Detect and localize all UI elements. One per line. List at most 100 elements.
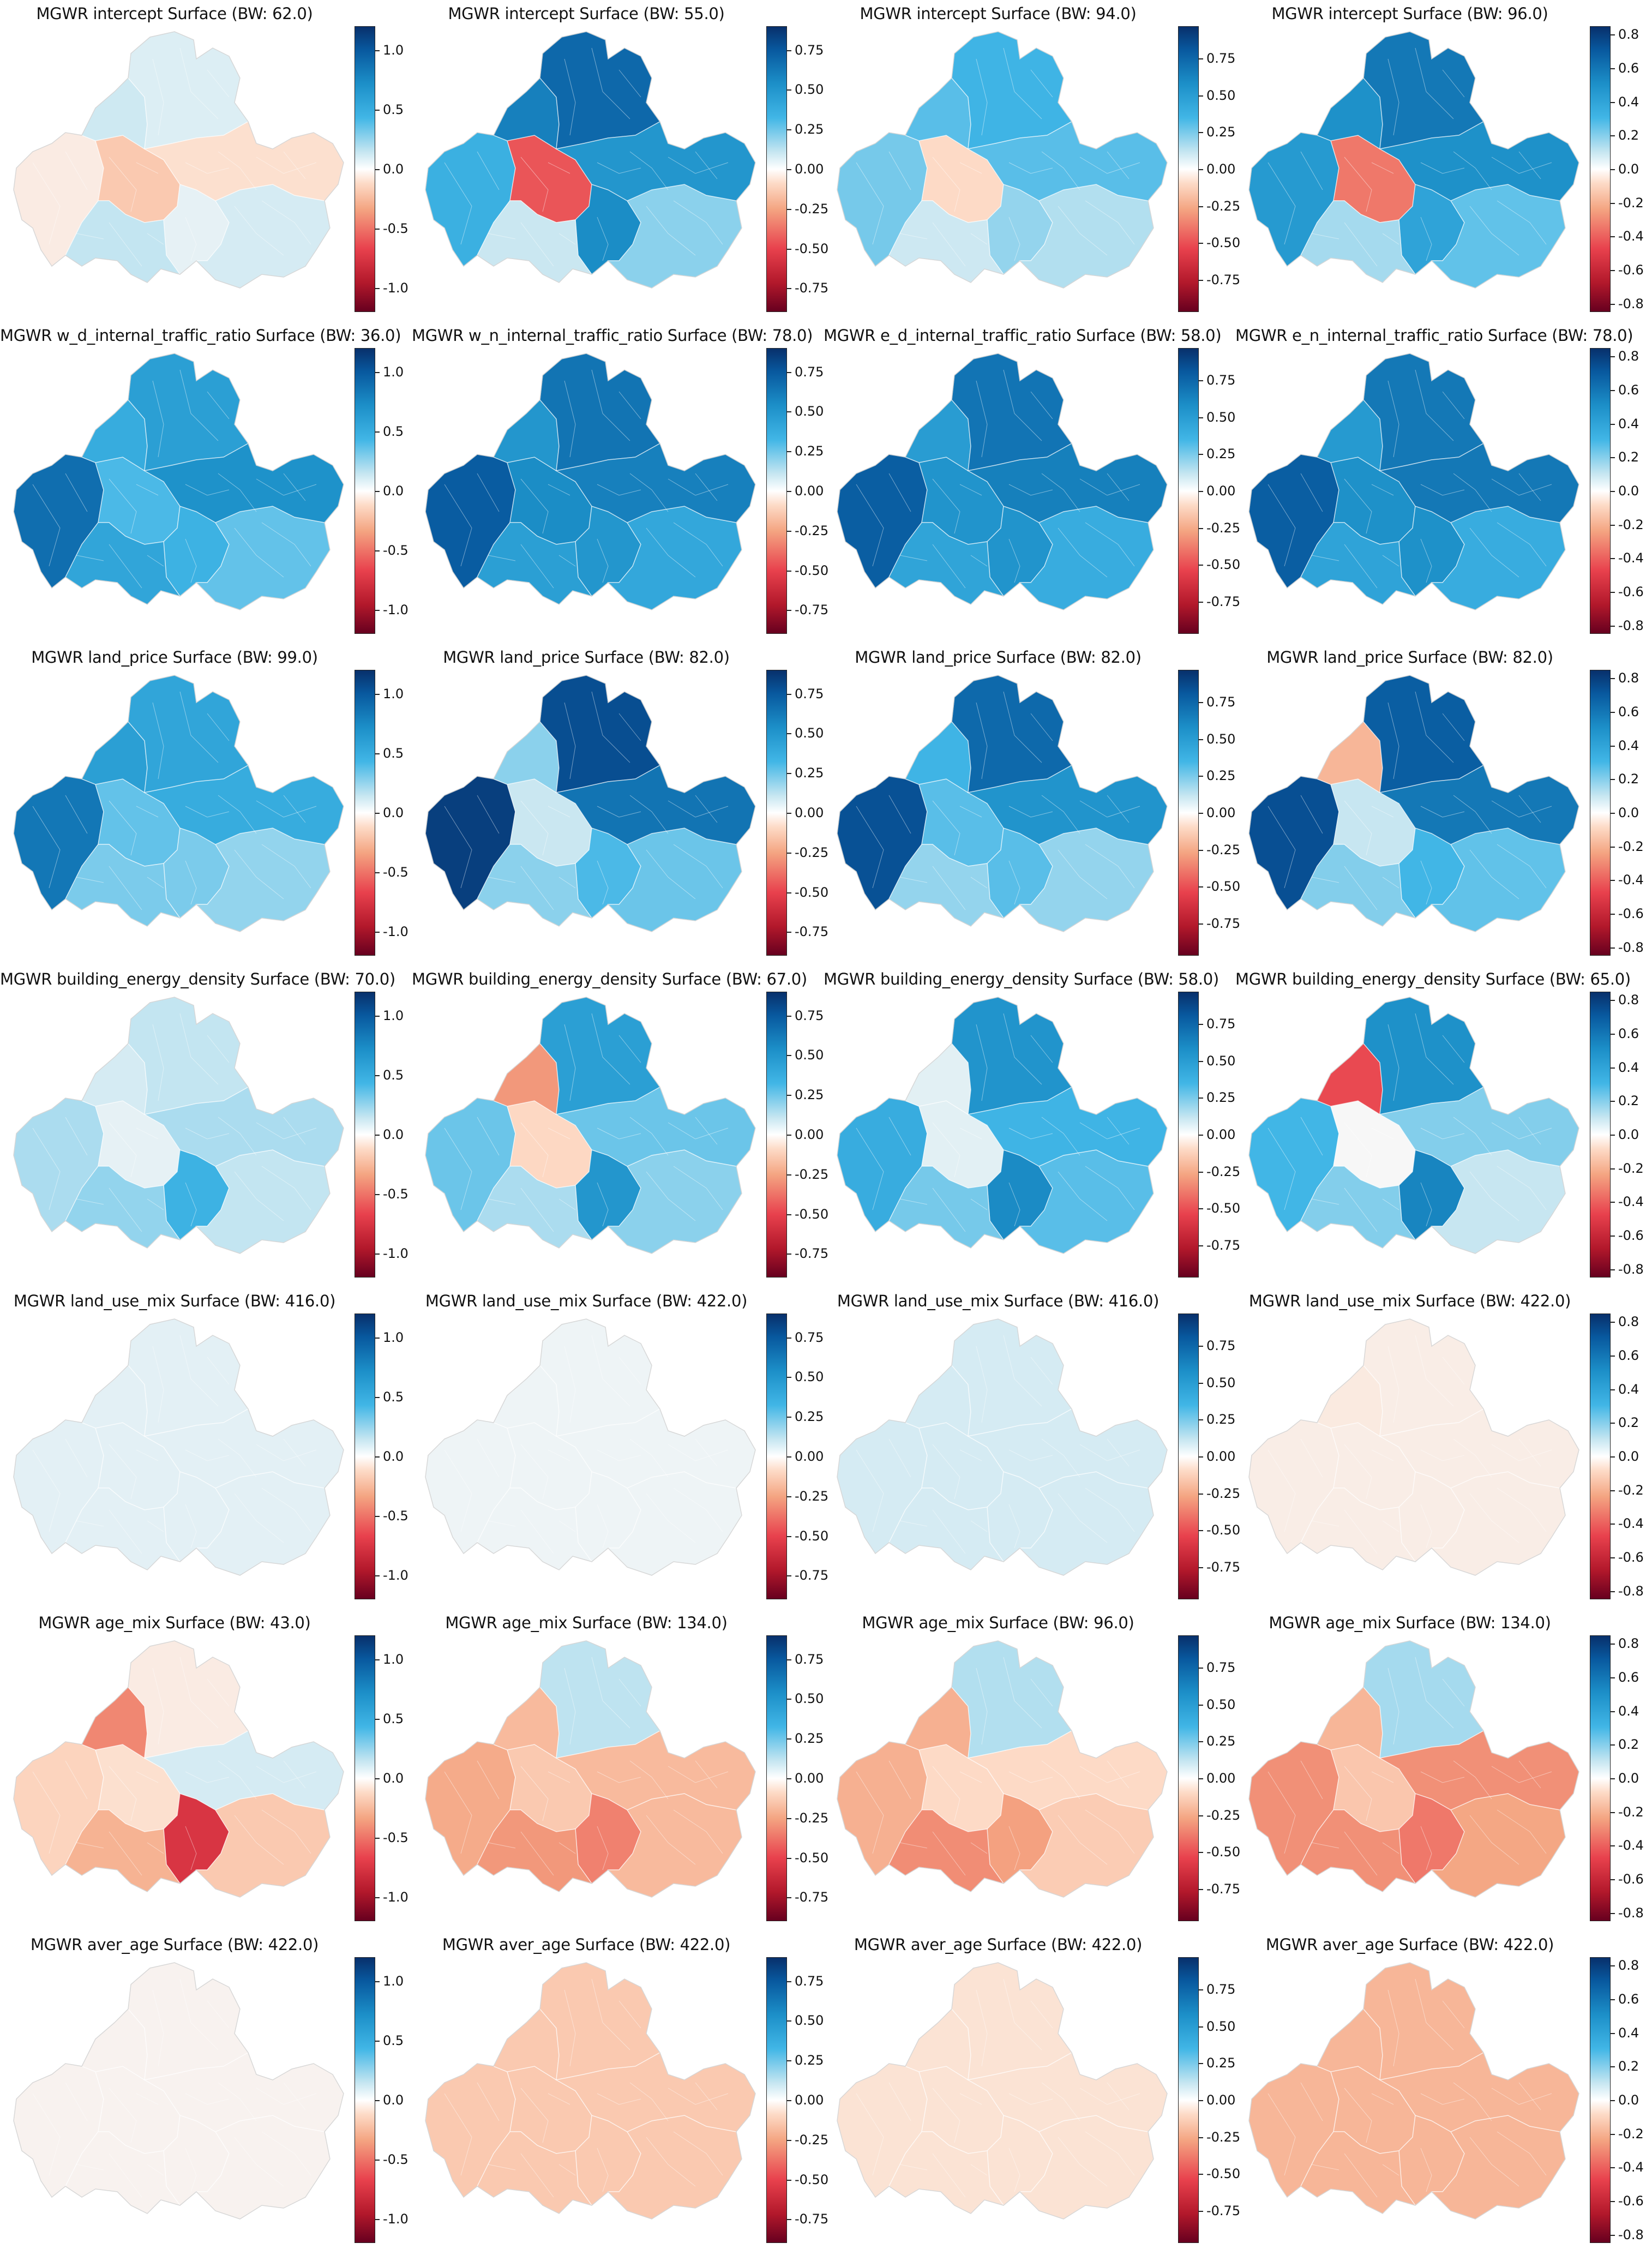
district-boundary xyxy=(1453,151,1492,190)
district-boundary xyxy=(1003,1013,1042,1085)
colorbar-tick-label: -0.25 xyxy=(786,523,828,538)
colorbar xyxy=(1178,26,1199,312)
city-outline xyxy=(13,997,344,1254)
district-boundary xyxy=(520,2153,554,2198)
district-boundary xyxy=(856,162,884,245)
colorbar xyxy=(766,1635,787,1921)
district-boundary xyxy=(1420,1127,1465,1140)
district-boundary xyxy=(283,1760,306,1789)
district-boundary xyxy=(1371,806,1394,818)
surface-panel: MGWR age_mix Surface (BW: 134.0) 0.8 0.6 0.… xyxy=(1235,1609,1644,1926)
colorbar-tick-label: 0.75 xyxy=(786,364,824,380)
district-boundary xyxy=(520,1122,549,1178)
district-boundary xyxy=(646,1171,696,1221)
colorbar-tick-label: -0.50 xyxy=(786,1850,828,1866)
colorbar-tick-label: 0.6 xyxy=(1610,704,1639,719)
district-boundary xyxy=(185,2148,197,2192)
district-boundary xyxy=(932,1444,960,1500)
choropleth-map xyxy=(837,1962,1168,2220)
colorbar-tick-label: 0.50 xyxy=(1198,88,1235,103)
district-boundary xyxy=(695,2082,718,2110)
district-boundary xyxy=(899,1842,928,1849)
district-boundary xyxy=(673,200,723,245)
district-boundary xyxy=(234,849,284,899)
district-boundary xyxy=(646,527,696,578)
district-boundary xyxy=(218,1117,257,1156)
district-boundary xyxy=(899,877,928,883)
district-boundary xyxy=(185,217,197,261)
district-boundary xyxy=(1030,1678,1053,1707)
district-boundary xyxy=(1497,200,1547,245)
district-boundary xyxy=(1008,1127,1053,1140)
colorbar-tick-label: 0.0 xyxy=(375,805,404,820)
colorbar-tick-label: 0.00 xyxy=(786,483,824,499)
panel-title: MGWR land_price Surface (BW: 82.0) xyxy=(855,648,1142,667)
district-boundary xyxy=(1491,2088,1552,2105)
colorbar-tick-label: 1.0 xyxy=(375,1008,404,1023)
colorbar-tick-label: 0.00 xyxy=(1198,1127,1235,1142)
district-boundary xyxy=(564,58,576,136)
district-boundary xyxy=(976,58,988,136)
colorbar-tick-label: 0.4 xyxy=(1610,94,1639,110)
colorbar-tick-label: 0.6 xyxy=(1610,1992,1639,2007)
district-boundary xyxy=(256,800,317,818)
district-boundary xyxy=(932,1122,960,1178)
district-boundary xyxy=(256,1766,317,1783)
surface-panel: MGWR building_energy_density Surface (BW… xyxy=(0,965,409,1282)
district-boundary xyxy=(564,1024,576,1101)
district-boundary xyxy=(1344,1188,1378,1232)
district-boundary xyxy=(185,162,230,174)
surface-panel: MGWR age_mix Surface (BW: 43.0) 1.0 0.5 0.0… xyxy=(0,1609,409,1926)
colorbar-tick-label: -0.6 xyxy=(1611,906,1644,921)
district-boundary xyxy=(932,800,960,856)
colorbar xyxy=(766,26,787,312)
colorbar-tick-label: -0.4 xyxy=(1611,2160,1644,2175)
colorbar-tick-label: 0.25 xyxy=(1198,768,1235,783)
district-boundary xyxy=(970,1520,988,1532)
district-boundary xyxy=(888,1760,911,1800)
colorbar-tick-label: 0.00 xyxy=(1198,1449,1235,1464)
colorbar-tick-label: 0.2 xyxy=(1610,128,1639,143)
district-boundary xyxy=(32,1771,61,1854)
district-boundary xyxy=(1008,1504,1020,1549)
colorbar xyxy=(766,1314,787,1599)
district-boundary xyxy=(147,1198,164,1210)
colorbar-tick-label: -0.50 xyxy=(786,1528,828,1544)
district-boundary xyxy=(1442,2000,1465,2029)
colorbar-tick-label: 0.5 xyxy=(375,102,404,117)
panel-title: MGWR aver_age Surface (BW: 422.0) xyxy=(1265,1935,1554,1954)
district-boundary xyxy=(1415,1013,1454,1085)
district-boundary xyxy=(591,1335,630,1407)
colorbar-tick-label: 0.6 xyxy=(1610,61,1639,76)
district-boundary xyxy=(1453,1438,1492,1478)
district-boundary xyxy=(1008,162,1053,174)
district-boundary xyxy=(1491,1766,1552,1783)
district-boundary xyxy=(1079,1122,1140,1140)
colorbar-tick-label: 0.2 xyxy=(1610,1415,1639,1430)
district-boundary xyxy=(179,1013,219,1085)
district-boundary xyxy=(283,795,306,823)
colorbar-tick-label: 0.75 xyxy=(786,1974,824,1989)
choropleth-map xyxy=(425,675,756,932)
district-boundary xyxy=(1453,473,1492,512)
panel-title: MGWR intercept Surface (BW: 94.0) xyxy=(860,4,1137,23)
colorbar-tick-label: -0.50 xyxy=(1198,1201,1240,1216)
district-boundary xyxy=(179,1978,219,2050)
district-boundary xyxy=(1085,1488,1135,1532)
district-boundary xyxy=(1107,1760,1130,1789)
colorbar-tick-label: 0.8 xyxy=(1610,1958,1639,1973)
panel-title: MGWR building_energy_density Surface (BW… xyxy=(824,970,1219,988)
district-boundary xyxy=(959,806,982,818)
colorbar-tick-label: 0.50 xyxy=(1198,1697,1235,1712)
district-boundary xyxy=(1041,1760,1080,1800)
surface-panel: MGWR w_n_internal_traffic_ratio Surface … xyxy=(412,322,828,638)
district-boundary xyxy=(1344,800,1372,856)
district-boundary xyxy=(1387,1346,1399,1423)
choropleth-map xyxy=(13,31,344,289)
district-boundary xyxy=(1267,1771,1296,1854)
district-boundary xyxy=(1344,1766,1372,1821)
colorbar xyxy=(1178,992,1199,1278)
surface-panel: MGWR land_use_mix Surface (BW: 416.0) 0.7… xyxy=(824,1287,1240,1604)
colorbar-tick-label: -0.75 xyxy=(786,280,828,296)
district-boundary xyxy=(1107,1438,1130,1467)
